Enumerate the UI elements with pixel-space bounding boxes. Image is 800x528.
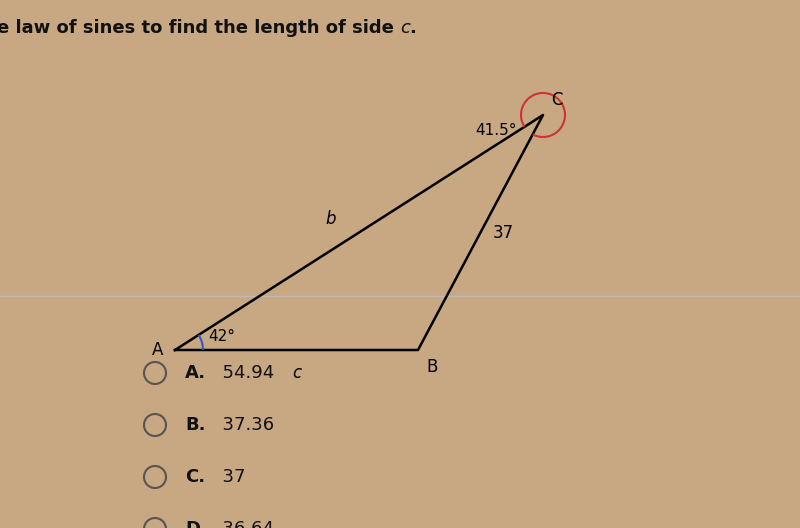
Text: 37.36: 37.36 bbox=[211, 416, 274, 434]
Text: Use the law of sines to find the length of side: Use the law of sines to find the length … bbox=[0, 19, 400, 37]
Text: A.: A. bbox=[185, 364, 206, 382]
Text: 37: 37 bbox=[493, 223, 514, 241]
Text: B.: B. bbox=[185, 416, 206, 434]
Text: 37: 37 bbox=[211, 468, 246, 486]
Text: $\it{c}$.: $\it{c}$. bbox=[400, 19, 417, 37]
Text: D.: D. bbox=[185, 520, 207, 528]
Text: B: B bbox=[426, 358, 438, 376]
Text: 42°: 42° bbox=[208, 329, 235, 344]
Text: c: c bbox=[292, 364, 301, 382]
Text: C.: C. bbox=[185, 468, 205, 486]
Text: 54.94: 54.94 bbox=[211, 364, 274, 382]
Text: b: b bbox=[326, 211, 336, 229]
Text: C: C bbox=[551, 91, 562, 109]
Text: A: A bbox=[152, 341, 163, 359]
Text: 41.5°: 41.5° bbox=[475, 123, 517, 138]
Text: 36.64: 36.64 bbox=[211, 520, 274, 528]
